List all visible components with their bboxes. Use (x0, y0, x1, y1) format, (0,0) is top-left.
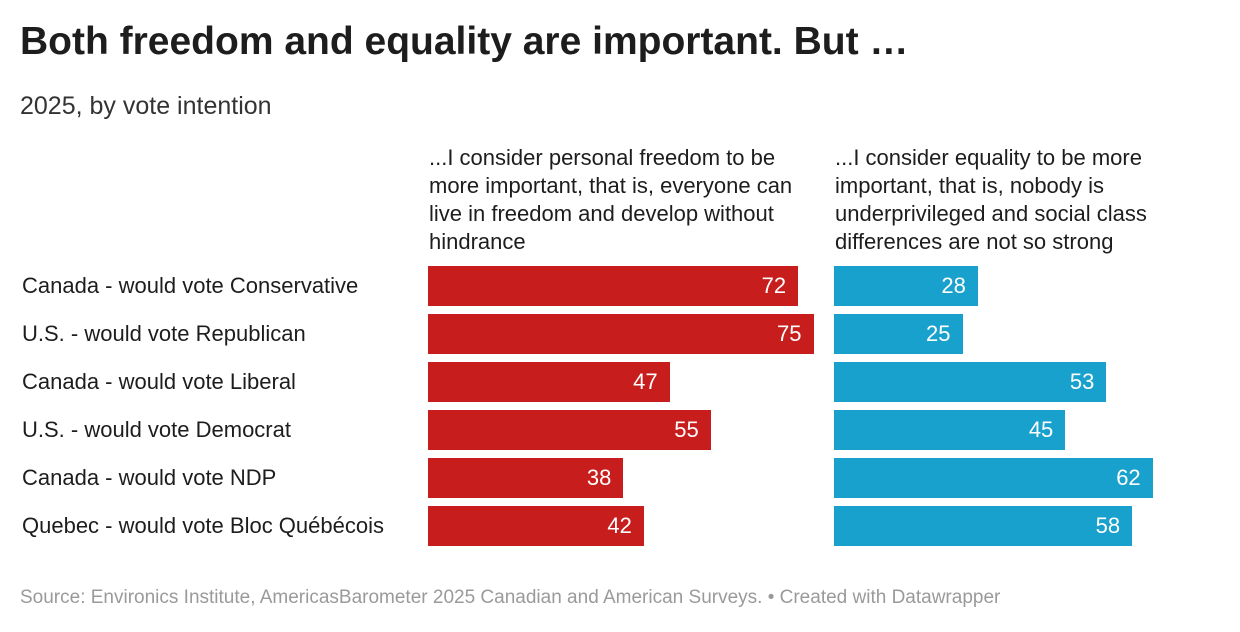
category-label: Canada - would vote NDP (22, 465, 277, 490)
value-label: 42 (607, 513, 632, 538)
bar (428, 314, 814, 354)
bar (834, 458, 1153, 498)
bar (834, 506, 1133, 546)
value-label: 47 (633, 369, 658, 394)
bar (428, 362, 670, 402)
value-label: 58 (1095, 513, 1121, 538)
bar (834, 362, 1107, 402)
category-label: Quebec - would vote Bloc Québécois (22, 513, 384, 538)
value-label: 75 (777, 321, 802, 346)
value-label: 25 (926, 321, 951, 346)
category-label: U.S. - would vote Republican (22, 321, 306, 346)
bar (834, 314, 963, 354)
value-label: 72 (761, 273, 787, 298)
chart-subtitle: 2025, by vote intention (20, 92, 272, 120)
category-label: Canada - would vote Liberal (22, 369, 296, 394)
value-label: 38 (586, 465, 612, 490)
value-label: 55 (674, 417, 699, 442)
value-label: 62 (1116, 465, 1141, 490)
category-label: Canada - would vote Conservative (22, 273, 359, 298)
source-note: Source: Environics Institute, AmericasBa… (20, 587, 1001, 608)
value-label: 45 (1028, 417, 1054, 442)
bar (834, 266, 978, 306)
category-label: U.S. - would vote Democrat (22, 417, 291, 442)
bar (428, 458, 624, 498)
bar (834, 410, 1066, 450)
column-header: ...I consider equality to be more import… (835, 145, 1147, 254)
bar (428, 506, 644, 546)
value-label: 53 (1069, 369, 1095, 394)
value-label: 28 (941, 273, 966, 298)
bar (428, 410, 711, 450)
bar (428, 266, 799, 306)
chart-title: Both freedom and equality are important.… (20, 20, 909, 63)
column-header: ...I consider personal freedom to be mor… (429, 145, 793, 254)
